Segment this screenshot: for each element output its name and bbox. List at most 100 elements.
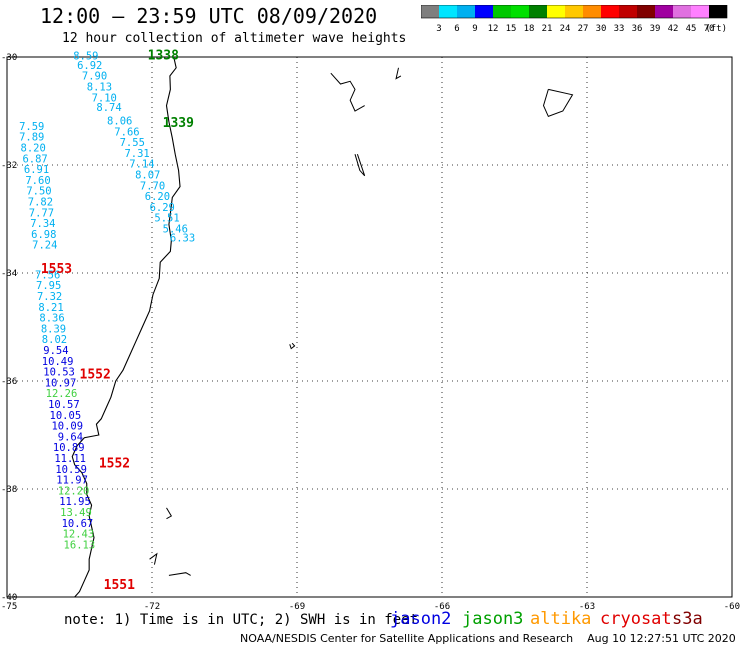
wave-height-value: 8.07 bbox=[135, 170, 160, 182]
wave-height-value: 8.02 bbox=[42, 334, 67, 346]
wave-height-value: 5.51 bbox=[154, 213, 179, 225]
wave-height-value: 6.87 bbox=[22, 153, 47, 165]
wave-height-value: 7.59 bbox=[19, 121, 44, 133]
scale-swatch bbox=[475, 5, 493, 18]
legend-jason3: jason3 bbox=[462, 609, 524, 629]
wave-height-value: 8.21 bbox=[38, 302, 63, 314]
wave-height-value: 7.10 bbox=[92, 92, 117, 104]
pass-time-label: 1338 bbox=[148, 49, 179, 64]
wave-height-value: 6.33 bbox=[170, 233, 195, 245]
scale-swatch bbox=[529, 5, 547, 18]
latitude-label: -40 bbox=[1, 593, 17, 603]
wave-height-value: 12.43 bbox=[63, 529, 95, 541]
wave-height-value: 10.97 bbox=[45, 377, 77, 389]
wave-height-value: 5.46 bbox=[163, 224, 188, 236]
longitude-label: -75 bbox=[1, 602, 17, 610]
scale-tick-label: 45 bbox=[686, 24, 697, 33]
scale-tick-label: 42 bbox=[668, 24, 679, 33]
wave-height-value: 8.20 bbox=[21, 143, 46, 155]
island-outline bbox=[289, 342, 296, 350]
wave-height-value: 7.66 bbox=[114, 126, 139, 138]
wave-height-value: 11.95 bbox=[59, 496, 91, 508]
legend-cryosat: cryosat bbox=[600, 609, 672, 629]
legend-s3a: s3a bbox=[672, 609, 703, 629]
scale-swatch bbox=[673, 5, 691, 18]
wave-height-value: 16.13 bbox=[64, 539, 96, 551]
scale-swatch bbox=[457, 5, 475, 18]
scale-tick-label: 27 bbox=[578, 24, 589, 33]
scale-tick-label: 9 bbox=[472, 24, 477, 33]
wave-height-value: 8.13 bbox=[87, 81, 112, 93]
wave-height-value: 6.91 bbox=[24, 164, 49, 176]
wave-height-value: 10.67 bbox=[62, 518, 94, 530]
island-outline bbox=[149, 552, 158, 565]
legend-jason2: jason2 bbox=[390, 609, 452, 629]
scale-tick-label: 12 bbox=[488, 24, 499, 33]
scale-swatch bbox=[637, 5, 655, 18]
scale-tick-label: 18 bbox=[524, 24, 535, 33]
wave-height-value: 7.14 bbox=[129, 159, 154, 171]
pass-time-label: 1551 bbox=[104, 578, 135, 593]
wave-height-value: 6.92 bbox=[77, 60, 102, 72]
pass-time-label: 1552 bbox=[99, 456, 130, 471]
wave-height-value: 7.55 bbox=[120, 137, 145, 149]
wave-height-value: 7.31 bbox=[124, 148, 149, 160]
latitude-label: -32 bbox=[1, 161, 17, 171]
wave-height-value: 7.24 bbox=[32, 240, 57, 252]
scale-swatch bbox=[583, 5, 601, 18]
wave-height-value: 10.05 bbox=[50, 410, 82, 422]
scale-swatch bbox=[709, 5, 727, 18]
island-outline bbox=[395, 67, 402, 80]
island-outline bbox=[354, 154, 366, 177]
longitude-label: -60 bbox=[724, 602, 740, 610]
scale-swatch bbox=[439, 5, 457, 18]
latitude-label: -36 bbox=[1, 377, 17, 387]
scale-swatch bbox=[619, 5, 637, 18]
map-canvas: -30 -32 -34 -36 -38 -40-75 -72 -69 -66 -63 -60 8.59… bbox=[1, 49, 740, 610]
wave-height-value: 7.34 bbox=[30, 218, 55, 230]
wave-height-value: 9.64 bbox=[58, 431, 83, 443]
wave-height-value: 8.36 bbox=[39, 313, 64, 325]
wave-height-value: 7.32 bbox=[37, 291, 62, 303]
scale-tick-label: 70 bbox=[704, 24, 715, 33]
wave-height-value: 10.57 bbox=[48, 399, 80, 411]
latitude-label: -34 bbox=[1, 269, 17, 279]
island-outline bbox=[330, 72, 365, 112]
pass-time-label: 1553 bbox=[41, 262, 72, 277]
scale-tick-label: 6 bbox=[454, 24, 459, 33]
scale-tick-label: 33 bbox=[614, 24, 625, 33]
scale-swatch bbox=[493, 5, 511, 18]
scale-tick-label: 15 bbox=[506, 24, 517, 33]
scale-swatch bbox=[511, 5, 529, 18]
wave-height-color-scale: 3 6 9 12 15 18 21 24 27 30 33 36 39 42 45 70(ft) bbox=[421, 5, 728, 33]
longitude-label: -69 bbox=[289, 602, 305, 610]
wave-height-value: 7.56 bbox=[35, 269, 60, 281]
footer-credit: NOAA/NESDIS Center for Satellite Applica… bbox=[240, 632, 736, 645]
map-frame bbox=[6, 56, 733, 598]
longitude-label: -63 bbox=[579, 602, 595, 610]
wave-height-value: 10.89 bbox=[53, 442, 85, 454]
wave-height-value: 7.60 bbox=[25, 175, 50, 187]
scale-tick-label: 39 bbox=[650, 24, 661, 33]
longitude-label: -72 bbox=[144, 602, 160, 610]
scale-tick-label: 3 bbox=[436, 24, 441, 33]
wave-height-value: 8.74 bbox=[96, 102, 121, 114]
scale-tick-label: 30 bbox=[596, 24, 607, 33]
wave-height-value: 7.70 bbox=[140, 180, 165, 192]
wave-height-value: 7.50 bbox=[26, 186, 51, 198]
map-title: 12:00 – 23:59 UTC 08/09/2020 bbox=[40, 4, 378, 28]
wave-height-value: 7.95 bbox=[36, 280, 61, 292]
wave-height-value: 6.20 bbox=[145, 191, 170, 203]
wave-height-value: 10.53 bbox=[43, 367, 75, 379]
scale-swatch bbox=[421, 5, 439, 18]
wave-height-value: 10.09 bbox=[51, 421, 83, 433]
wave-height-value: 9.54 bbox=[43, 345, 68, 357]
island-outline bbox=[168, 572, 191, 576]
scale-tick-label: 24 bbox=[560, 24, 571, 33]
wave-height-value: 7.82 bbox=[28, 197, 53, 209]
wave-height-value: 7.89 bbox=[19, 132, 44, 144]
wave-height-value: 11.11 bbox=[54, 453, 86, 465]
wave-height-value: 13.49 bbox=[60, 507, 92, 519]
scale-swatch bbox=[691, 5, 709, 18]
